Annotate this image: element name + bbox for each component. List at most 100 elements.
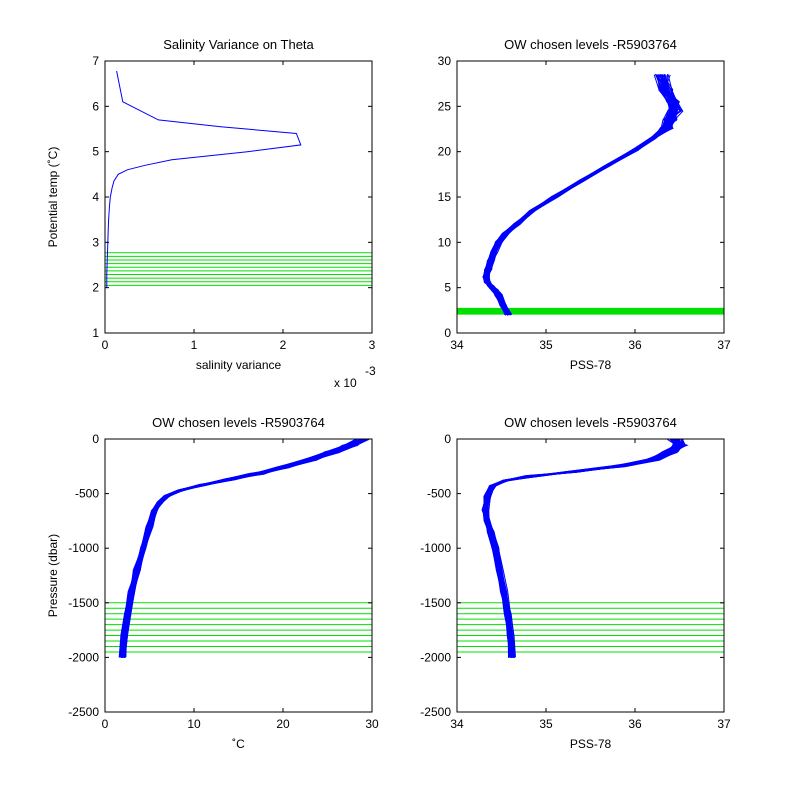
x-tick-label: 30 xyxy=(365,717,379,731)
series-line xyxy=(486,74,675,315)
y-tick-label: 4 xyxy=(92,190,99,204)
x-tick-label: 20 xyxy=(276,717,290,731)
x-axis-multiplier: x 10 xyxy=(334,376,357,390)
series-line xyxy=(483,74,677,316)
x-axis-label: salinity variance xyxy=(196,358,282,372)
y-tick-label: 25 xyxy=(438,99,452,113)
series-line xyxy=(482,74,677,316)
x-tick-label: 36 xyxy=(628,717,642,731)
series-line xyxy=(482,74,679,315)
x-tick-label: 2 xyxy=(280,338,287,352)
series-line xyxy=(486,74,680,316)
series-line xyxy=(487,74,677,316)
y-tick-label: -2500 xyxy=(420,705,451,719)
series-line xyxy=(106,70,302,288)
series-line xyxy=(486,439,683,658)
y-tick-label: 30 xyxy=(438,54,452,68)
series-line xyxy=(486,74,677,315)
y-tick-label: -1500 xyxy=(420,596,451,610)
y-tick-label: -500 xyxy=(75,487,99,501)
y-tick-label: -1500 xyxy=(68,596,99,610)
series-line xyxy=(483,75,673,316)
series-line xyxy=(487,74,673,315)
series-line xyxy=(485,74,680,315)
series-line xyxy=(487,74,681,315)
x-tick-label: 36 xyxy=(628,338,642,352)
series-line xyxy=(484,74,671,316)
series-line xyxy=(485,74,679,315)
plot-area xyxy=(105,70,372,288)
series-line xyxy=(484,74,678,315)
x-tick-label: 3 xyxy=(369,338,376,352)
y-tick-label: 1 xyxy=(92,326,99,340)
y-tick-label: 5 xyxy=(444,281,451,295)
series-line xyxy=(484,74,671,316)
x-tick-label: 0 xyxy=(102,717,109,731)
series-line xyxy=(488,74,675,316)
y-tick-label: -500 xyxy=(427,487,451,501)
x-tick-label: 34 xyxy=(450,338,464,352)
panel-theta-salinity: 34 35 36 37 0 5 10 15 20 25 30 OW chosen levels -R5… xyxy=(438,37,731,372)
series-line xyxy=(123,439,360,658)
y-tick-label: -1000 xyxy=(420,541,451,555)
x-tick-label: 34 xyxy=(450,717,464,731)
series-line xyxy=(483,74,678,315)
chart-title: OW chosen levels -R5903764 xyxy=(504,415,677,430)
y-axis-label: Pressure (dbar) xyxy=(46,534,60,617)
chart-title: Salinity Variance on Theta xyxy=(163,37,314,52)
series-line xyxy=(483,74,675,315)
y-tick-label: 10 xyxy=(438,235,452,249)
y-tick-label: -2500 xyxy=(68,705,99,719)
plot-area xyxy=(105,439,372,658)
series-line xyxy=(486,74,682,316)
series-line xyxy=(486,74,678,315)
plot-area xyxy=(457,439,724,658)
chart-title: OW chosen levels -R5903764 xyxy=(504,37,677,52)
series-line xyxy=(486,74,678,315)
series-line xyxy=(484,74,676,315)
series-line xyxy=(486,74,682,315)
series-line xyxy=(486,74,681,315)
y-tick-label: 20 xyxy=(438,145,452,159)
axis-frame xyxy=(104,60,373,334)
x-axis-label: PSS-78 xyxy=(570,737,612,751)
x-tick-label: 37 xyxy=(717,338,731,352)
y-tick-label: 0 xyxy=(444,432,451,446)
x-tick-label: 1 xyxy=(191,338,198,352)
series-line xyxy=(483,74,675,316)
panel-salinity-pressure: 34 35 36 37 -2500 -2000 -1500 -1000 -500 0 OW chos… xyxy=(420,415,731,751)
y-tick-label: -2000 xyxy=(68,650,99,664)
y-tick-label: 3 xyxy=(92,235,99,249)
x-tick-label: 35 xyxy=(539,338,553,352)
x-tick-label: 0 xyxy=(102,338,109,352)
y-tick-label: 0 xyxy=(92,432,99,446)
series-line xyxy=(486,74,678,316)
series-line xyxy=(486,439,678,658)
chart-title: OW chosen levels -R5903764 xyxy=(152,415,325,430)
series-line xyxy=(483,74,676,316)
x-tick-label: 35 xyxy=(539,717,553,731)
series-line xyxy=(124,439,370,658)
series-line xyxy=(483,74,677,315)
series-line xyxy=(483,74,676,315)
y-tick-label: 5 xyxy=(92,145,99,159)
x-tick-label: 10 xyxy=(187,717,201,731)
x-tick-label: 37 xyxy=(717,717,731,731)
series-line xyxy=(486,74,678,316)
series-line xyxy=(483,74,673,316)
plot-area xyxy=(457,73,724,316)
series-line xyxy=(482,74,678,315)
series-line xyxy=(486,73,678,316)
series-line xyxy=(484,74,676,316)
series-line xyxy=(486,74,674,316)
x-axis-exponent: -3 xyxy=(365,364,376,378)
y-tick-label: 7 xyxy=(92,54,99,68)
series-line xyxy=(484,75,677,315)
y-tick-label: 6 xyxy=(92,99,99,113)
series-line xyxy=(482,75,677,316)
y-tick-label: -1000 xyxy=(68,541,99,555)
series-line xyxy=(484,74,682,316)
x-axis-label: PSS-78 xyxy=(570,358,612,372)
series-line xyxy=(486,74,679,315)
